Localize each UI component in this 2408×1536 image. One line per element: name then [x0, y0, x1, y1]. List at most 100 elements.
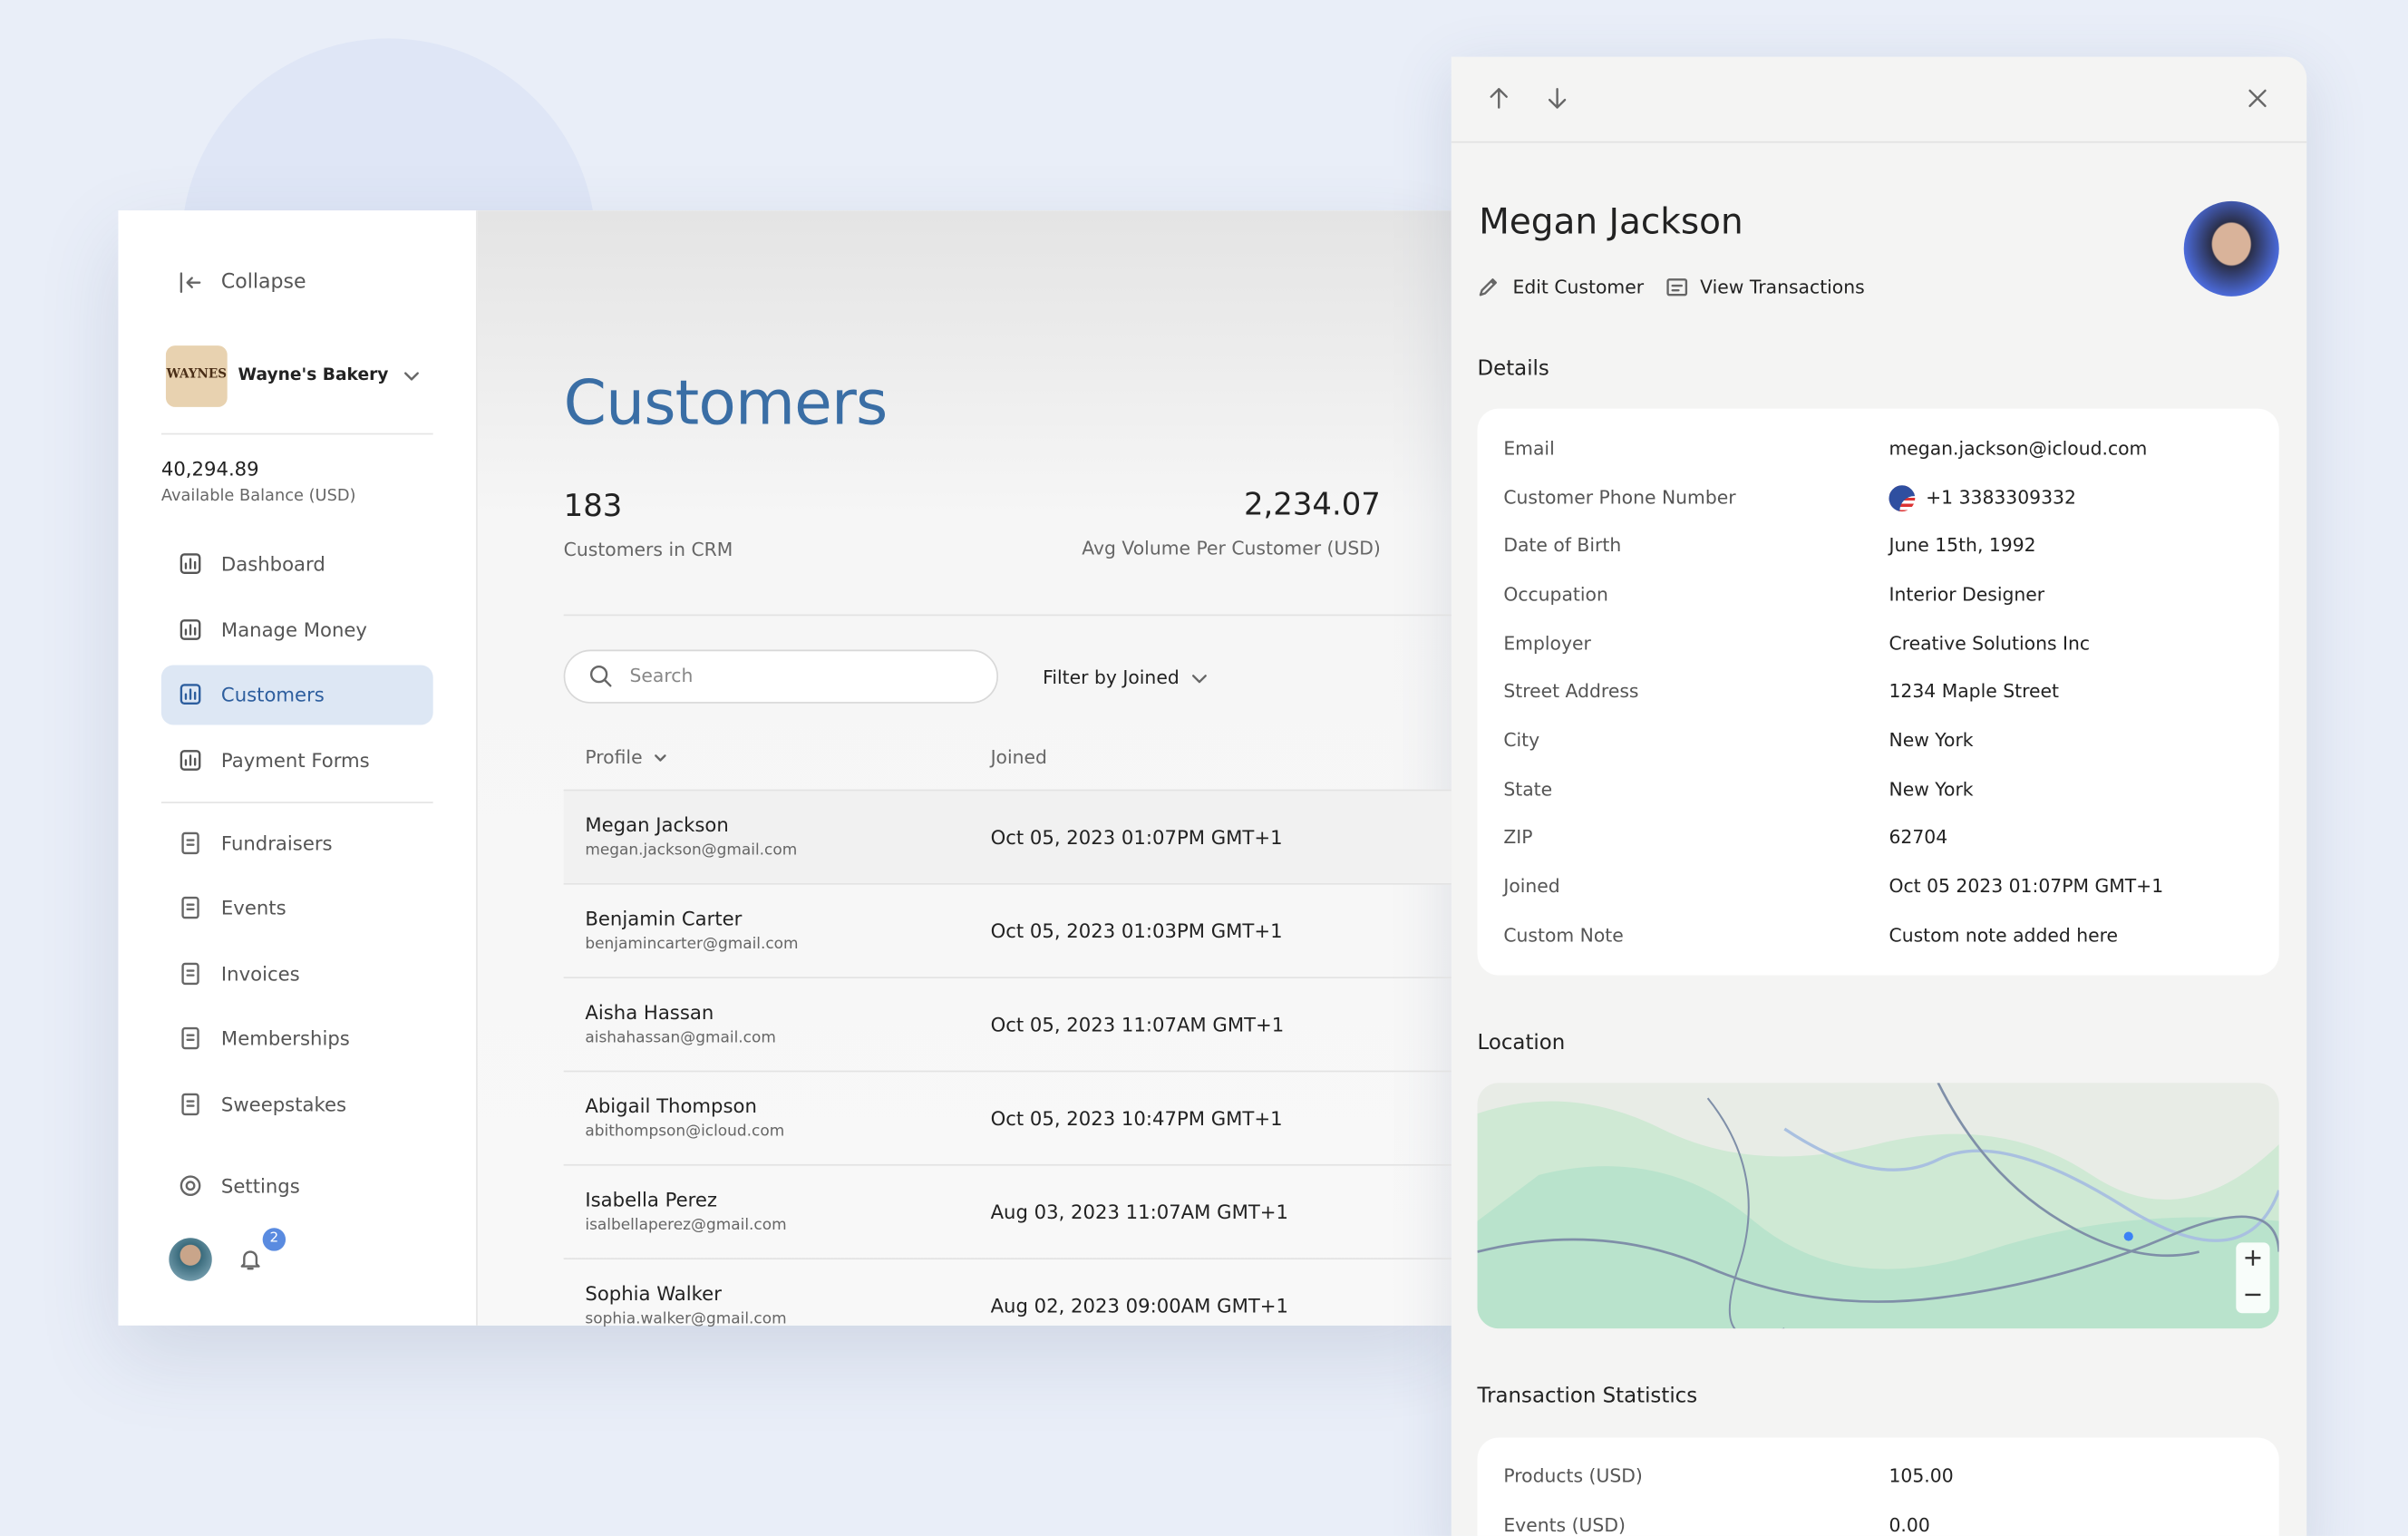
- customer-email: benjamincarter@gmail.com: [585, 936, 799, 954]
- page-title: Customers: [563, 368, 888, 440]
- nav-item[interactable]: Dashboard: [220, 551, 325, 576]
- detail-value: New York: [1889, 778, 1974, 800]
- table-row[interactable]: [563, 882, 1452, 977]
- balance: 40,294.89: [160, 456, 259, 481]
- detail-key: Custom Note: [1503, 923, 1624, 946]
- business-logo: WAYNES: [165, 345, 228, 407]
- prev-button[interactable]: [1485, 84, 1512, 112]
- detail-key: Date of Birth: [1503, 534, 1622, 557]
- transactions-icon[interactable]: [1663, 274, 1690, 301]
- app-window: [118, 210, 1452, 1326]
- balance-label: Available Balance (USD): [160, 486, 356, 506]
- detail-value: megan.jackson@icloud.com: [1889, 437, 2148, 460]
- stat-label: Customers in CRM: [563, 539, 733, 561]
- customer-name: Megan Jackson: [585, 812, 729, 837]
- detail-key: Employer: [1503, 632, 1591, 654]
- detail-key: Street Address: [1503, 680, 1639, 703]
- nav-icon[interactable]: [177, 549, 204, 577]
- detail-key: Joined: [1503, 875, 1560, 897]
- nav-icon[interactable]: [177, 746, 204, 773]
- nav-icon[interactable]: [177, 960, 204, 987]
- detail-value: New York: [1889, 729, 1974, 752]
- customer-email: megan.jackson@gmail.com: [585, 842, 798, 860]
- detail-value: 62704: [1889, 826, 1948, 849]
- settings-icon[interactable]: [177, 1171, 204, 1199]
- nav-item[interactable]: Payment Forms: [220, 748, 370, 773]
- business-name[interactable]: Wayne's Bakery: [238, 365, 389, 385]
- nav-icon[interactable]: [177, 616, 204, 643]
- nav-item[interactable]: Manage Money: [220, 617, 367, 642]
- customer-email: abithompson@icloud.com: [585, 1123, 785, 1141]
- customer-name: Aisha Hassan: [585, 1000, 714, 1024]
- table-row[interactable]: [563, 1258, 1452, 1351]
- nav-icon[interactable]: [177, 680, 204, 707]
- next-button[interactable]: [1543, 84, 1570, 112]
- close-button[interactable]: [2244, 84, 2271, 112]
- joined-date: Oct 05, 2023 01:03PM GMT+1: [990, 919, 1283, 943]
- logo-text: WAYNES: [166, 365, 228, 382]
- nav-item[interactable]: Sweepstakes: [220, 1093, 347, 1116]
- sidebar-divider: [160, 802, 433, 803]
- customer-name: Sophia Walker: [585, 1281, 722, 1305]
- edit-customer-button[interactable]: Edit Customer: [1512, 276, 1645, 298]
- stats-card: [1477, 1437, 2279, 1536]
- column-header: Joined: [990, 746, 1047, 768]
- detail-value: Oct 05 2023 01:07PM GMT+1: [1889, 875, 2164, 897]
- location-map: [1477, 1083, 2279, 1329]
- collapse-icon[interactable]: [177, 268, 204, 296]
- bell-icon[interactable]: [237, 1246, 264, 1273]
- detail-key: State: [1503, 778, 1553, 800]
- stat-value: 0.00: [1889, 1514, 1930, 1536]
- nav-icon[interactable]: [177, 1091, 204, 1118]
- customer-email: isalbellaperez@gmail.com: [585, 1217, 787, 1235]
- panel-divider: [1451, 141, 2307, 143]
- search-box[interactable]: [563, 649, 999, 704]
- customer-email: sophia.walker@gmail.com: [585, 1310, 787, 1328]
- search-placeholder: Search: [629, 665, 694, 687]
- table-row[interactable]: [563, 977, 1452, 1070]
- nav-icon[interactable]: [177, 1025, 204, 1052]
- table-row[interactable]: [563, 1070, 1452, 1164]
- nav-item[interactable]: Customers: [220, 682, 325, 706]
- section-title: Location: [1477, 1030, 1566, 1055]
- customer-name: Abigail Thompson: [585, 1094, 757, 1118]
- view-transactions-button[interactable]: View Transactions: [1700, 276, 1865, 298]
- edit-icon[interactable]: [1474, 274, 1501, 301]
- sidebar-divider: [160, 433, 433, 435]
- column-header[interactable]: Profile: [585, 746, 643, 768]
- filter-chevron[interactable]: [1186, 665, 1213, 692]
- section-title: Transaction Statistics: [1477, 1384, 1698, 1409]
- header-divider: [563, 614, 1452, 617]
- detail-key: Customer Phone Number: [1503, 486, 1736, 509]
- search-icon: [587, 662, 614, 689]
- details-card: [1477, 408, 2279, 976]
- detail-key: Occupation: [1503, 583, 1608, 606]
- nav-active-bg: [160, 665, 433, 725]
- table-row[interactable]: [563, 789, 1452, 883]
- customer-avatar: [2183, 200, 2279, 297]
- nav-icon[interactable]: [177, 894, 204, 921]
- detail-value: +1 3383309332: [1926, 486, 2076, 509]
- filter-dropdown[interactable]: Filter by Joined: [1043, 666, 1180, 688]
- stat-label: Avg Volume Per Customer (USD): [1082, 537, 1381, 559]
- nav-item[interactable]: Fundraisers: [220, 831, 333, 855]
- flag-icon: [1889, 485, 1916, 512]
- business-chevron[interactable]: [398, 363, 425, 390]
- stat-value: 183: [563, 486, 623, 524]
- user-avatar[interactable]: [169, 1238, 212, 1281]
- nav-item[interactable]: Events: [220, 896, 286, 919]
- table-row[interactable]: [563, 1163, 1452, 1258]
- joined-date: Oct 05, 2023 10:47PM GMT+1: [990, 1106, 1283, 1130]
- detail-value: Creative Solutions Inc: [1889, 632, 2091, 654]
- settings[interactable]: Settings: [220, 1173, 300, 1198]
- nav-item[interactable]: Invoices: [220, 962, 300, 986]
- collapse-button[interactable]: Collapse: [220, 270, 306, 295]
- nav-icon[interactable]: [177, 830, 204, 857]
- customer-name-heading: Megan Jackson: [1479, 202, 1743, 243]
- customer-name: Benjamin Carter: [585, 907, 743, 930]
- detail-value: Custom note added here: [1889, 923, 2119, 946]
- nav-item[interactable]: Memberships: [220, 1026, 350, 1050]
- sort-icon[interactable]: [646, 745, 674, 773]
- joined-date: Oct 05, 2023 01:07PM GMT+1: [990, 825, 1283, 849]
